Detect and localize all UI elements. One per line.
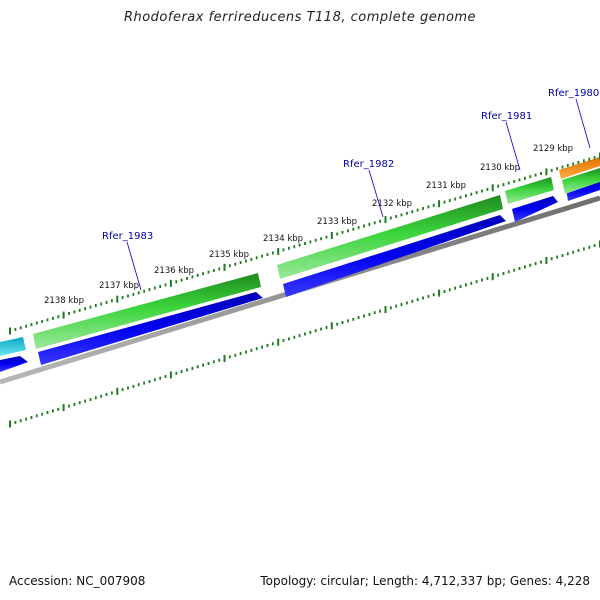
gene-track bbox=[0, 178, 600, 372]
scale-ticks-inner bbox=[9, 240, 600, 428]
scale-label-2136: 2136 kbp bbox=[154, 266, 194, 276]
cds-rfer-1980 bbox=[562, 168, 600, 194]
leader-rfer-1983 bbox=[126, 241, 142, 291]
scale-labels: 2138 kbp 2137 kbp 2136 kbp 2135 kbp 2134… bbox=[44, 144, 573, 306]
gene-arrow-left bbox=[0, 356, 28, 372]
map-title: Rhodoferax ferrireducens T118, complete … bbox=[123, 10, 477, 25]
gene-arrow-rfer-1982 bbox=[283, 215, 506, 297]
leader-rfer-1980 bbox=[575, 98, 591, 149]
scale-label-2137: 2137 kbp bbox=[99, 281, 139, 291]
scale-label-2131: 2131 kbp bbox=[426, 181, 466, 191]
cds-rfer-1983 bbox=[33, 273, 261, 349]
scale-label-2129: 2129 kbp bbox=[533, 144, 573, 154]
leader-rfer-1981 bbox=[505, 121, 521, 171]
scale-label-2135: 2135 kbp bbox=[209, 250, 249, 260]
scale-label-2138: 2138 kbp bbox=[44, 296, 84, 306]
cds-track bbox=[0, 157, 600, 356]
gene-labels: Rfer_1983 Rfer_1982 Rfer_1981 Rfer_1980 bbox=[102, 88, 599, 242]
cds-cyan bbox=[0, 337, 26, 356]
cds-orange bbox=[559, 157, 600, 179]
gene-label-rfer-1981: Rfer_1981 bbox=[481, 111, 532, 122]
scale-label-2133: 2133 kbp bbox=[317, 217, 357, 227]
cds-rfer-1982 bbox=[277, 195, 503, 279]
accession-text: Accession: NC_007908 bbox=[9, 574, 146, 588]
gene-label-leaders bbox=[126, 98, 591, 291]
gene-label-rfer-1980: Rfer_1980 bbox=[548, 88, 599, 99]
scale-label-2130: 2130 kbp bbox=[480, 163, 520, 173]
gene-arrow-rfer-1983 bbox=[38, 292, 263, 365]
gene-arrow-rfer-1981 bbox=[512, 196, 558, 222]
scale-ticks-outer bbox=[9, 152, 600, 335]
gene-label-rfer-1982: Rfer_1982 bbox=[343, 159, 394, 170]
scale-label-2132: 2132 kbp bbox=[372, 199, 412, 209]
scale-label-2134: 2134 kbp bbox=[263, 234, 303, 244]
cds-rfer-1981 bbox=[505, 177, 554, 204]
genome-summary-text: Topology: circular; Length: 4,712,337 bp… bbox=[260, 574, 590, 588]
leader-rfer-1982 bbox=[368, 169, 384, 218]
gene-label-rfer-1983: Rfer_1983 bbox=[102, 231, 153, 242]
